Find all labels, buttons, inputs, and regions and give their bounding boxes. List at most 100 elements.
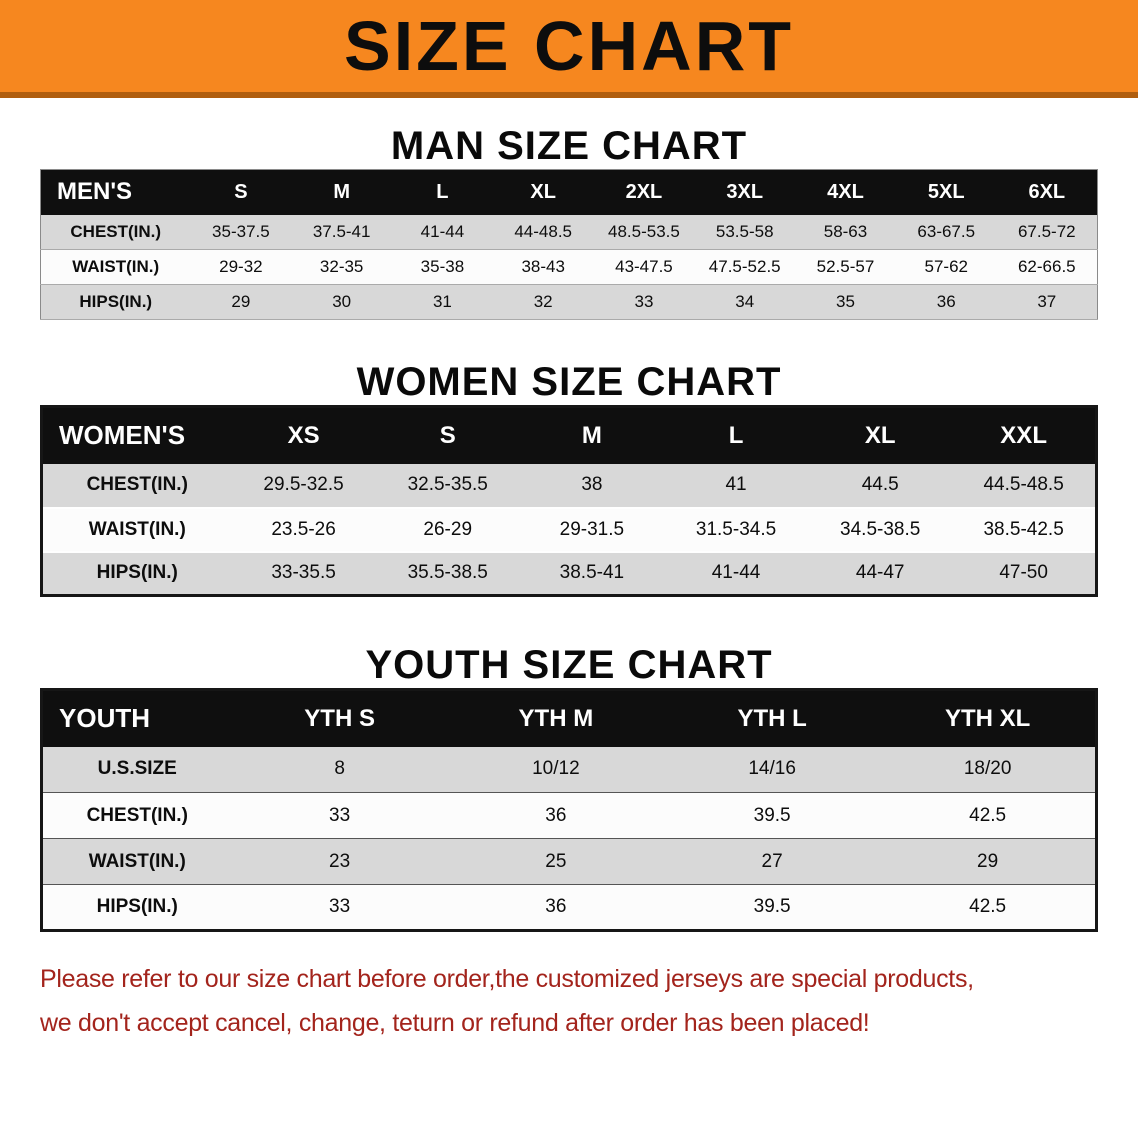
column-header: YTH S	[231, 689, 448, 747]
column-header: S	[375, 406, 520, 464]
column-header: 2XL	[593, 169, 695, 215]
table-row: U.S.SIZE 8 10/12 14/16 18/20	[41, 746, 1097, 793]
cell: 33	[634, 292, 654, 311]
column-header: 5XL	[895, 169, 997, 215]
cell: 44.5	[861, 474, 899, 495]
column-header: XS	[231, 406, 376, 464]
cell: 44.5-48.5	[983, 474, 1064, 495]
cell: 52.5-57	[816, 257, 875, 276]
cell: 32	[533, 292, 553, 311]
footnote-line-1: Please refer to our size chart before or…	[40, 965, 974, 993]
youth-section-heading: YOUTH SIZE CHART	[365, 643, 773, 687]
cell: 34.5-38.5	[840, 518, 921, 540]
column-header: XXL	[952, 406, 1097, 464]
row-label: HIPS(IN.)	[96, 896, 178, 917]
cell: 38.5-42.5	[983, 518, 1064, 540]
footnote: Please refer to our size chart before or…	[40, 958, 1098, 1046]
column-header: L	[663, 406, 809, 464]
cell: 29-31.5	[559, 518, 625, 540]
cell: 14/16	[748, 758, 796, 780]
cell: 33-35.5	[271, 562, 336, 584]
table-title: MEN'S	[40, 169, 191, 215]
cell: 23.5-26	[271, 518, 336, 540]
cell: 42.5	[969, 896, 1007, 917]
cell: 27	[761, 850, 783, 872]
cell: 63-67.5	[917, 221, 976, 241]
column-header: 6XL	[996, 169, 1098, 215]
cell: 32-35	[319, 257, 364, 276]
table-row: HIPS(IN.) 33 36 39.5 42.5	[41, 884, 1097, 931]
header-row: YOUTH YTH S YTH M YTH L YTH XL	[41, 689, 1097, 747]
cell: 39.5	[753, 896, 791, 917]
cell: 26-29	[423, 518, 473, 540]
cell: 18/20	[963, 758, 1012, 780]
cell: 44-47	[855, 562, 905, 584]
cell: 42.5	[969, 804, 1007, 826]
cell: 47.5-52.5	[708, 257, 781, 276]
row-label: CHEST(IN.)	[86, 804, 188, 826]
cell: 62-66.5	[1017, 257, 1076, 276]
cell: 39.5	[753, 804, 791, 826]
column-header: M	[519, 406, 664, 464]
cell: 47-50	[999, 562, 1048, 584]
cell: 31	[432, 292, 452, 311]
cell: 25	[545, 850, 567, 872]
column-header: YTH L	[664, 689, 881, 747]
column-header: L	[392, 169, 493, 215]
cell: 31.5-34.5	[695, 518, 777, 540]
cell: 35-38	[420, 257, 465, 276]
cell: 36	[545, 804, 567, 826]
section-men: MAN SIZE CHART MEN'S S M L XL 2XL 3XL 4XL 5XL 6XL…	[0, 124, 1138, 320]
table-row: HIPS(IN.) 29 30 31 32 33 34 35 36 37	[40, 284, 1098, 320]
cell: 29	[977, 850, 999, 872]
row-label: WAIST(IN.)	[88, 518, 186, 540]
column-header: M	[291, 169, 393, 215]
table-row: CHEST(IN.) 35-37.5 37.5-41 41-44 44-48.5 48.5…	[40, 214, 1098, 250]
row-label: CHEST(IN.)	[86, 474, 188, 495]
cell: 32.5-35.5	[407, 474, 488, 495]
cell: 58-63	[823, 221, 868, 241]
table-title: WOMEN'S	[41, 406, 232, 464]
row-label: HIPS(IN.)	[79, 292, 153, 311]
cell: 37	[1037, 292, 1057, 311]
cell: 38	[581, 474, 603, 495]
column-header: YTH XL	[880, 689, 1097, 747]
cell: 35-37.5	[212, 221, 270, 241]
cell: 35	[836, 292, 855, 311]
cell: 33	[329, 896, 351, 917]
column-header: XL	[808, 406, 953, 464]
youth-size-table: YOUTH YTH S YTH M YTH L YTH XL U.S.SIZE 8 10/12…	[40, 688, 1098, 932]
cell: 67.5-72	[1017, 221, 1076, 241]
cell: 30	[332, 292, 352, 311]
column-header: 4XL	[795, 169, 896, 215]
cell: 44-48.5	[514, 221, 573, 241]
header-row: WOMEN'S XS S M L XL XXL	[41, 406, 1097, 464]
cell: 29.5-32.5	[263, 474, 344, 495]
cell: 48.5-53.5	[608, 221, 680, 241]
cell: 23	[329, 850, 351, 872]
column-header: S	[190, 169, 292, 215]
cell: 53.5-58	[715, 221, 774, 241]
header-row: MEN'S S M L XL 2XL 3XL 4XL 5XL 6XL	[40, 169, 1098, 215]
women-size-table: WOMEN'S XS S M L XL XXL CHEST(IN.) 29.5-32.5 32.5…	[40, 405, 1098, 597]
column-header: 3XL	[694, 169, 796, 215]
row-label: U.S.SIZE	[97, 758, 177, 780]
table-row: CHEST(IN.) 29.5-32.5 32.5-35.5 38 41 44.5 44.5…	[41, 463, 1097, 508]
size-chart-banner: SIZE CHART	[0, 0, 1138, 98]
row-label: WAIST(IN.)	[88, 850, 186, 872]
cell: 41-44	[420, 221, 465, 241]
cell: 29-32	[219, 257, 263, 276]
column-header: YTH M	[447, 689, 664, 747]
cell: 36	[545, 896, 567, 917]
content: MAN SIZE CHART MEN'S S M L XL 2XL 3XL 4XL 5XL 6XL…	[0, 124, 1138, 1046]
cell: 41	[725, 474, 747, 495]
table-row: HIPS(IN.) 33-35.5 35.5-38.5 38.5-41 41-44 44-…	[41, 551, 1097, 596]
footnote-line-2: we don't accept cancel, change, teturn o…	[40, 1008, 870, 1037]
cell: 38-43	[521, 257, 565, 276]
column-header: XL	[492, 169, 594, 215]
cell: 57-62	[924, 257, 968, 276]
cell: 10/12	[532, 758, 580, 780]
cell: 43-47.5	[615, 257, 673, 276]
cell: 37.5-41	[312, 221, 371, 241]
row-label: CHEST(IN.)	[70, 221, 162, 241]
